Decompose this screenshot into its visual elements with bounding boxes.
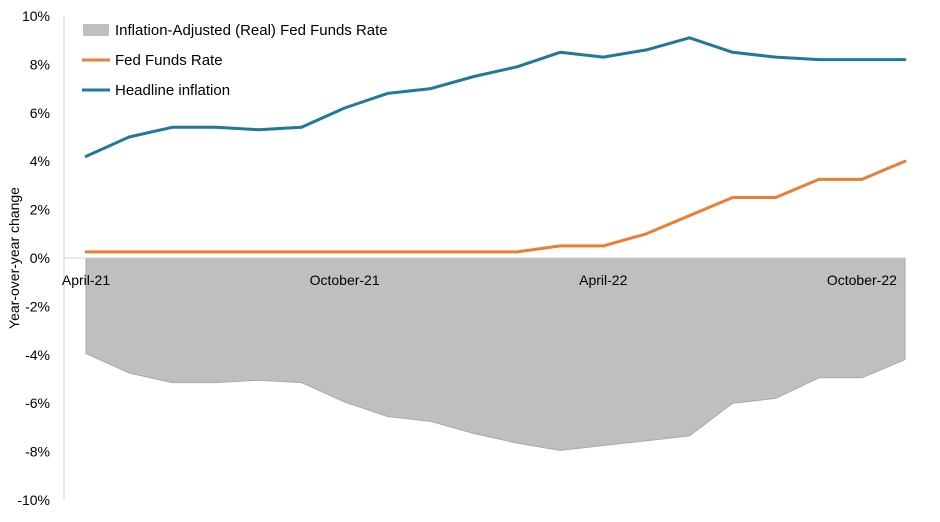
y-tick-label: -8% [25,444,50,460]
data-point-fed-funds-rate [257,250,260,254]
series-area-inflation-adjusted-real-fed-funds-rate [85,257,906,451]
data-point-fed-funds-rate [688,214,691,218]
data-point-fed-funds-rate [645,232,648,236]
data-point-headline-inflation [343,106,346,110]
data-point-fed-funds-rate [774,196,778,199]
y-tick-label: -4% [25,347,50,363]
data-point-headline-inflation [817,58,821,61]
series-line-fed-funds-rate [86,159,906,254]
series-line-headline-inflation [85,36,905,158]
axis-layer [63,16,905,500]
data-point-fed-funds-rate [170,250,174,254]
legend-label: Inflation-Adjusted (Real) Fed Funds Rate [115,22,388,39]
y-tick-label: -2% [25,298,50,314]
data-point-headline-inflation [472,75,476,78]
data-point-fed-funds-rate [343,250,346,254]
data-point-fed-funds-rate [429,250,433,254]
x-tick-label: April-22 [579,272,627,288]
area-layer [85,257,906,451]
data-point-fed-funds-rate [127,250,131,254]
line-layer [84,36,907,254]
data-point-fed-funds-rate [300,250,303,254]
x-tick-label: October-21 [310,272,380,288]
legend-swatch [83,24,109,36]
data-point-headline-inflation [386,92,390,95]
y-tick-label: -6% [25,395,50,411]
y-tick-label: 4% [30,153,50,169]
data-point-headline-inflation [903,58,907,61]
data-point-fed-funds-rate [515,250,519,254]
x-tick-labels: April-21 October-21 April-22 October-22 [62,272,897,288]
data-point-headline-inflation [645,48,648,52]
data-point-fed-funds-rate [558,244,562,248]
data-point-fed-funds-rate [386,250,390,254]
data-point-headline-inflation [860,58,864,61]
data-point-headline-inflation [731,50,734,54]
legend-label: Headline inflation [115,82,230,99]
y-tick-label: 0% [30,250,50,266]
data-point-headline-inflation [127,135,131,139]
data-point-fed-funds-rate [601,244,605,248]
y-axis-title: Year-over-year change [6,187,22,329]
data-point-headline-inflation [257,128,260,132]
data-point-fed-funds-rate [860,178,864,181]
data-point-headline-inflation [774,55,778,59]
data-point-fed-funds-rate [817,178,821,181]
data-point-headline-inflation [170,125,174,129]
data-point-headline-inflation [558,50,562,54]
y-tick-labels: 10% 8% 6% 4% 2% 0% -2% -4% -6% -8% -10% [17,8,50,508]
data-point-headline-inflation [601,55,605,59]
data-point-headline-inflation [688,36,691,40]
data-point-fed-funds-rate [731,196,734,199]
data-point-headline-inflation [429,87,433,90]
data-point-headline-inflation [515,65,519,69]
legend: Inflation-Adjusted (Real) Fed Funds Rate… [82,22,388,99]
y-tick-label: 6% [30,105,50,121]
x-tick-label: October-22 [827,272,897,288]
legend-label: Fed Funds Rate [115,52,223,69]
data-point-headline-inflation [84,155,88,158]
data-point-fed-funds-rate [213,250,217,254]
data-point-headline-inflation [300,125,303,129]
data-point-headline-inflation [213,125,217,129]
y-tick-label: -10% [17,492,50,508]
data-point-fed-funds-rate [472,250,476,254]
x-tick-label: April-21 [62,272,110,288]
y-tick-label: 10% [22,8,50,24]
data-point-fed-funds-rate [903,159,907,163]
y-tick-label: 8% [30,56,50,72]
data-point-fed-funds-rate [84,250,88,254]
y-tick-label: 2% [30,202,50,218]
